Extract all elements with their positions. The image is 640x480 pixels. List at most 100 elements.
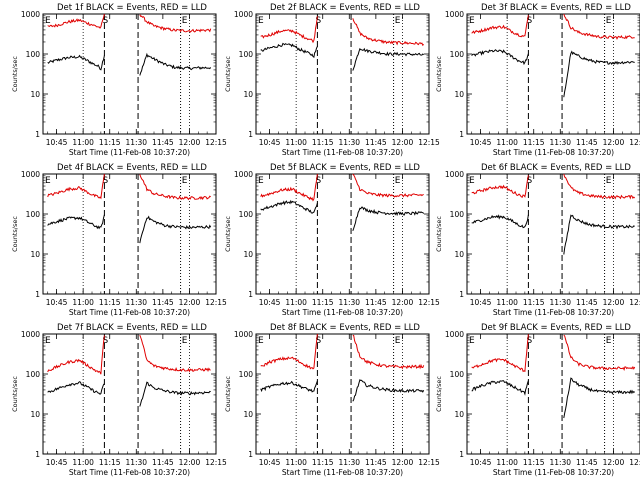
x-tick-label: 11:15 bbox=[99, 458, 121, 467]
x-axis-label: Start Time (11-Feb-08 10:37:20) bbox=[282, 308, 403, 317]
y-axis-label: Counts/sec bbox=[435, 376, 443, 412]
x-tick-label: 11:00 bbox=[496, 458, 518, 467]
marker-label-e: E bbox=[606, 176, 612, 186]
x-tick-label: 11:00 bbox=[285, 458, 307, 467]
x-tick-label: 11:45 bbox=[365, 138, 387, 147]
panel-det-5: Det 5f BLACK = Events, RED = LLD 1 10 100 10… bbox=[224, 163, 440, 317]
y-tick-label: 1 bbox=[459, 130, 464, 139]
y-tick-label: 100 bbox=[239, 370, 254, 379]
y-axis-label: Counts/sec bbox=[224, 216, 232, 252]
marker-label-e: E bbox=[182, 16, 188, 26]
series-line-lld bbox=[260, 173, 424, 202]
x-tick-label: 10:45 bbox=[470, 138, 492, 147]
x-tick-label: 10:45 bbox=[46, 458, 68, 467]
series-line-events bbox=[260, 199, 425, 231]
x-tick-label: 11:30 bbox=[338, 458, 360, 467]
x-tick-label: 12:00 bbox=[179, 138, 201, 147]
x-tick-label: 11:45 bbox=[152, 458, 174, 467]
y-tick-label: 10 bbox=[30, 90, 40, 99]
marker-label-e: E bbox=[395, 16, 401, 26]
plot-frame bbox=[466, 333, 640, 455]
marker-label-e: E bbox=[258, 16, 264, 26]
series-line-events bbox=[47, 381, 211, 407]
x-tick-label: 11:15 bbox=[312, 458, 334, 467]
x-axis-label: Start Time (11-Feb-08 10:37:20) bbox=[282, 148, 403, 157]
y-tick-label: 1000 bbox=[21, 10, 40, 19]
x-axis-label: Start Time (11-Feb-08 10:37:20) bbox=[493, 308, 614, 317]
y-tick-label: 1000 bbox=[234, 330, 253, 339]
y-tick-label: 1000 bbox=[445, 170, 464, 179]
y-tick-label: 1000 bbox=[445, 10, 464, 19]
x-tick-label: 11:15 bbox=[312, 298, 334, 307]
x-tick-label: 10:45 bbox=[46, 298, 68, 307]
x-tick-label: 12:15 bbox=[629, 458, 640, 467]
series-line-lld bbox=[47, 334, 211, 375]
y-tick-label: 1 bbox=[35, 450, 40, 459]
x-tick-label: 11:00 bbox=[72, 298, 94, 307]
marker-label-e: E bbox=[606, 336, 612, 346]
series-line-lld bbox=[260, 333, 425, 370]
x-tick-label: 11:15 bbox=[312, 138, 334, 147]
marker-label-e: E bbox=[395, 176, 401, 186]
marker-label-s: S bbox=[527, 16, 533, 26]
y-tick-label: 100 bbox=[26, 50, 41, 59]
marker-label-e: E bbox=[606, 16, 612, 26]
x-tick-label: 11:45 bbox=[152, 138, 174, 147]
y-tick-label: 1 bbox=[459, 290, 464, 299]
series-line-events bbox=[47, 52, 212, 76]
y-tick-label: 100 bbox=[239, 210, 254, 219]
marker-label-e: E bbox=[45, 336, 51, 346]
x-tick-label: 12:00 bbox=[603, 458, 625, 467]
y-tick-label: 100 bbox=[450, 210, 465, 219]
y-tick-label: 1 bbox=[248, 130, 253, 139]
x-tick-label: 12:15 bbox=[418, 138, 440, 147]
y-tick-label: 10 bbox=[30, 410, 40, 419]
plot-frame bbox=[42, 13, 217, 135]
marker-label-e: E bbox=[258, 176, 264, 186]
panel-det-4: Det 4f BLACK = Events, RED = LLD 1 10 100 10… bbox=[11, 163, 227, 317]
panel-det-9: Det 9f BLACK = Events, RED = LLD 1 10 100 10… bbox=[435, 323, 640, 477]
x-tick-label: 11:45 bbox=[576, 298, 598, 307]
y-tick-label: 1 bbox=[459, 450, 464, 459]
panel-title: Det 5f BLACK = Events, RED = LLD bbox=[270, 163, 420, 173]
x-tick-label: 10:45 bbox=[259, 138, 281, 147]
y-tick-label: 10 bbox=[243, 410, 253, 419]
x-tick-label: 12:00 bbox=[179, 458, 201, 467]
marker-label-s: S bbox=[103, 176, 109, 186]
marker-label-s: S bbox=[316, 16, 322, 26]
x-tick-label: 11:15 bbox=[99, 138, 121, 147]
series-line-events bbox=[471, 214, 635, 255]
x-tick-label: 11:30 bbox=[549, 458, 571, 467]
x-tick-label: 12:00 bbox=[392, 138, 414, 147]
x-tick-label: 12:00 bbox=[603, 298, 625, 307]
x-tick-label: 11:30 bbox=[125, 298, 147, 307]
series-line-lld bbox=[47, 13, 212, 33]
x-tick-label: 12:15 bbox=[418, 458, 440, 467]
marker-label-s: S bbox=[103, 336, 109, 346]
y-tick-label: 1 bbox=[35, 130, 40, 139]
y-axis-label: Counts/sec bbox=[224, 56, 232, 92]
x-tick-label: 11:00 bbox=[496, 138, 518, 147]
marker-label-s: S bbox=[527, 336, 533, 346]
x-axis-label: Start Time (11-Feb-08 10:37:20) bbox=[69, 308, 190, 317]
marker-label-s: S bbox=[316, 176, 322, 186]
x-axis-label: Start Time (11-Feb-08 10:37:20) bbox=[493, 468, 614, 477]
y-axis-label: Counts/sec bbox=[11, 216, 19, 252]
y-tick-label: 100 bbox=[450, 50, 465, 59]
marker-label-e: E bbox=[395, 336, 401, 346]
marker-label-e: E bbox=[45, 16, 51, 26]
y-axis-label: Counts/sec bbox=[435, 56, 443, 92]
panel-title: Det 2f BLACK = Events, RED = LLD bbox=[270, 3, 420, 13]
series-line-events bbox=[260, 378, 425, 402]
x-tick-label: 12:00 bbox=[179, 298, 201, 307]
x-tick-label: 11:45 bbox=[152, 298, 174, 307]
x-tick-label: 11:00 bbox=[496, 298, 518, 307]
x-tick-label: 11:45 bbox=[365, 298, 387, 307]
y-tick-label: 1000 bbox=[234, 10, 253, 19]
x-axis-label: Start Time (11-Feb-08 10:37:20) bbox=[493, 148, 614, 157]
x-tick-label: 10:45 bbox=[259, 458, 281, 467]
x-tick-label: 12:00 bbox=[392, 298, 414, 307]
x-tick-label: 11:30 bbox=[338, 138, 360, 147]
x-tick-label: 11:15 bbox=[523, 458, 545, 467]
series-line-events bbox=[47, 214, 212, 244]
